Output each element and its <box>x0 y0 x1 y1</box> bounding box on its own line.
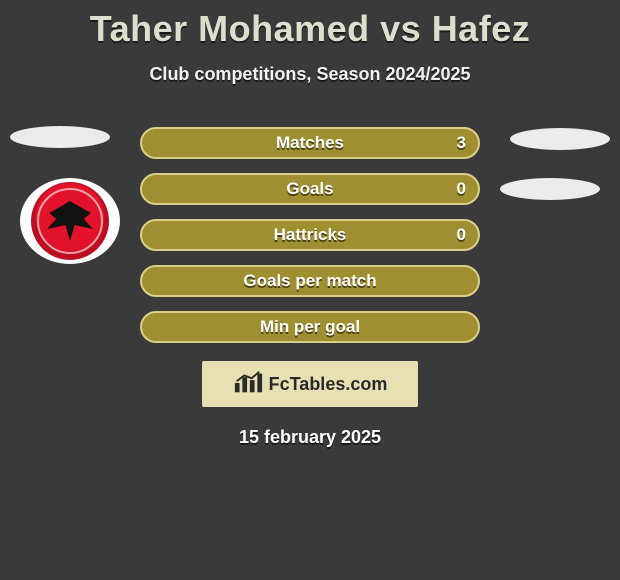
stat-pill: Matches 3 <box>140 127 480 159</box>
stat-row-min-per-goal: Min per goal <box>140 311 480 343</box>
page-title: Taher Mohamed vs Hafez <box>0 0 620 50</box>
stat-pill: Hattricks 0 <box>140 219 480 251</box>
page-subtitle: Club competitions, Season 2024/2025 <box>0 64 620 85</box>
stat-row-matches: Matches 3 <box>140 127 480 159</box>
stat-label: Goals per match <box>243 271 376 291</box>
right-team-ellipse <box>500 178 600 200</box>
stat-value-right: 0 <box>457 225 466 245</box>
stat-label: Goals <box>286 179 333 199</box>
stat-value-right: 3 <box>457 133 466 153</box>
stat-row-goals-per-match: Goals per match <box>140 265 480 297</box>
stat-label: Matches <box>276 133 344 153</box>
right-player-ellipse <box>510 128 610 150</box>
al-ahly-crest-icon <box>31 182 109 260</box>
eagle-icon <box>47 201 93 241</box>
stat-row-hattricks: Hattricks 0 <box>140 219 480 251</box>
stat-label: Min per goal <box>260 317 360 337</box>
stat-label: Hattricks <box>274 225 347 245</box>
stat-value-right: 0 <box>457 179 466 199</box>
footer-date: 15 february 2025 <box>0 427 620 448</box>
branding-text: FcTables.com <box>269 374 388 395</box>
left-team-logo <box>20 178 120 264</box>
branding-badge: FcTables.com <box>202 361 418 407</box>
stat-pill: Goals 0 <box>140 173 480 205</box>
bars-icon <box>233 369 263 400</box>
stat-pill: Min per goal <box>140 311 480 343</box>
stat-pill: Goals per match <box>140 265 480 297</box>
left-player-ellipse <box>10 126 110 148</box>
stat-row-goals: Goals 0 <box>140 173 480 205</box>
